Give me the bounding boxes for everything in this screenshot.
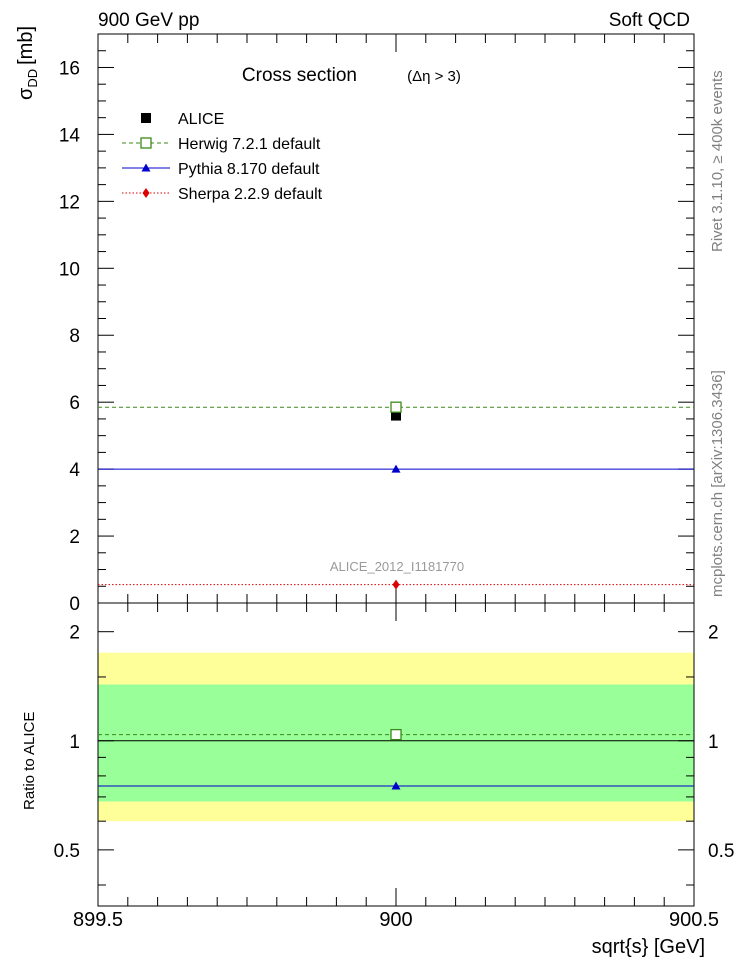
svg-text:Rivet 3.1.10, ≥ 400k events: Rivet 3.1.10, ≥ 400k events <box>709 70 726 252</box>
y-tick-label: 0 <box>69 594 80 615</box>
x-axis-label: sqrt{s} [GeV] <box>592 936 705 958</box>
ratio-point-2 <box>391 781 401 790</box>
legend-marker-2 <box>141 163 151 172</box>
y-tick-label: 4 <box>69 460 80 481</box>
legend-marker-1 <box>140 137 152 149</box>
ratio-panel: 899.5 900 900.5 0.5 0.5 1 1 2 2 <box>54 602 734 931</box>
y-axis-label-main: σDD [mb] <box>15 26 40 100</box>
legend: ALICE Herwig 7.2.1 default Pythia 8.170 de… <box>122 111 323 203</box>
side-text-upper: Rivet 3.1.10, ≥ 400k events <box>709 70 726 252</box>
svg-text:Ratio to ALICE: Ratio to ALICE <box>21 712 38 810</box>
y-tick-label: 6 <box>69 393 80 414</box>
legend-marker-0 <box>141 113 151 123</box>
legend-label-0: ALICE <box>178 111 224 128</box>
data-point-2 <box>391 464 401 473</box>
ratio-y-tick-label: 1 <box>69 732 80 753</box>
data-point-0 <box>391 410 401 421</box>
legend-label-1: Herwig 7.2.1 default <box>178 136 321 153</box>
y-tick-label: 16 <box>59 58 80 79</box>
data-point-1 <box>390 401 402 413</box>
header-left: 900 GeV pp <box>98 10 199 31</box>
svg-text:σDD[mb]: σDD [mb] <box>15 26 40 100</box>
header-right: Soft QCD <box>609 10 690 31</box>
y-tick-label: 10 <box>59 259 80 280</box>
ratio-point-1 <box>390 728 402 741</box>
y-tick-label: 8 <box>69 326 80 347</box>
chart-title-suffix: (Δη > 3) <box>407 68 461 85</box>
y-axis-label-unit: [mb] <box>15 26 37 65</box>
y-tick-label: 2 <box>69 527 80 548</box>
legend-marker-3 <box>142 188 150 198</box>
x-tick-label: 900 <box>379 909 412 931</box>
ratio-y-tick-label-right: 0.5 <box>708 841 734 862</box>
y-axis-label-symbol: σ <box>15 87 37 100</box>
ratio-y-tick-label-right: 2 <box>708 623 719 644</box>
main-panel: 0 2 4 6 8 10 12 14 16 <box>59 33 695 615</box>
y-axis-label-subscript: DD <box>25 69 40 88</box>
data-point-3 <box>392 579 400 590</box>
chart-title: Cross section <box>242 65 357 86</box>
x-tick-label: 900.5 <box>669 909 719 931</box>
ratio-y-tick-label-right: 1 <box>708 732 719 753</box>
side-text-lower: mcplots.cern.ch [arXiv:1306.3436] <box>709 370 726 597</box>
y-tick-label: 12 <box>59 192 80 213</box>
watermark: ALICE_2012_I1181770 <box>330 559 464 574</box>
x-tick-label: 899.5 <box>73 909 123 931</box>
ratio-y-tick-label: 2 <box>69 623 80 644</box>
ratio-y-axis-label: Ratio to ALICE <box>21 712 38 810</box>
legend-label-3: Sherpa 2.2.9 default <box>178 186 323 203</box>
ratio-y-tick-label: 0.5 <box>54 841 80 862</box>
y-tick-label: 14 <box>59 125 81 146</box>
legend-label-2: Pythia 8.170 default <box>178 161 320 178</box>
svg-text:mcplots.cern.ch [arXiv:1306.34: mcplots.cern.ch [arXiv:1306.3436] <box>709 370 726 597</box>
